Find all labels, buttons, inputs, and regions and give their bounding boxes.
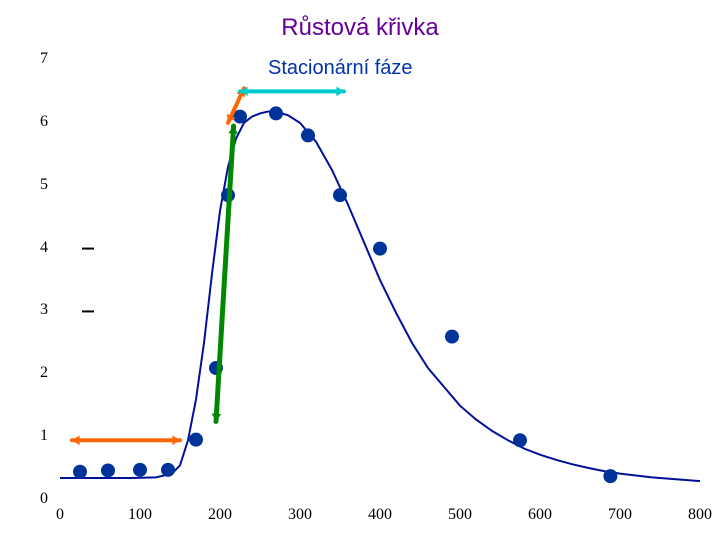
- y-tick-label: 6: [18, 113, 48, 131]
- growth-curve-chart: [0, 0, 720, 540]
- x-tick-label: 300: [280, 506, 320, 524]
- y-tick-label: 2: [18, 364, 48, 382]
- x-tick-label: 0: [40, 506, 80, 524]
- x-tick-label: 500: [440, 506, 480, 524]
- x-tick-label: 100: [120, 506, 160, 524]
- x-tick-label: 400: [360, 506, 400, 524]
- x-tick-label: 700: [600, 506, 640, 524]
- x-tick-label: 800: [680, 506, 720, 524]
- x-tick-label: 600: [520, 506, 560, 524]
- y-tick-label: 3: [18, 301, 48, 319]
- y-tick-label: 5: [18, 176, 48, 194]
- x-tick-label: 200: [200, 506, 240, 524]
- y-tick-label: 1: [18, 427, 48, 445]
- y-tick-label: 7: [18, 50, 48, 68]
- y-tick-label: 4: [18, 239, 48, 257]
